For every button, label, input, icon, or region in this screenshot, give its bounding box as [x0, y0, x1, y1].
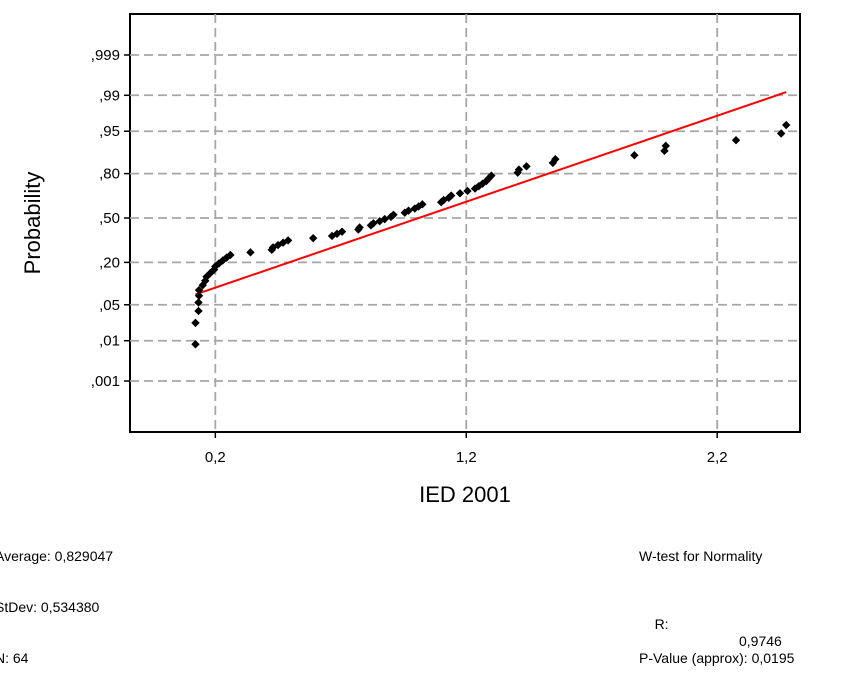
- y-tick-label: ,50: [99, 210, 120, 227]
- data-point: [446, 191, 456, 200]
- data-point: [191, 318, 200, 328]
- x-tick-label: 1,2: [456, 449, 477, 466]
- data-point: [191, 340, 200, 349]
- normal-probability-plot: 0,2 1,2 2,2 ,001,01,05,20,50,80,95,99,999 …: [20, 13, 801, 507]
- data-point: [283, 236, 293, 245]
- data-point: [194, 291, 204, 300]
- data-point: [551, 155, 560, 164]
- r-value: 0,9746: [739, 633, 782, 649]
- y-tick-label: ,05: [99, 297, 120, 314]
- data-point: [455, 189, 465, 198]
- p-value: P-Value (approx): 0,0195: [639, 650, 795, 666]
- data-point: [246, 248, 255, 257]
- grid-lines: [124, 14, 800, 438]
- y-axis-title: Probability: [20, 172, 45, 275]
- data-point: [731, 136, 741, 145]
- data-point: [226, 250, 235, 260]
- wtest-title: W-test for Normality: [639, 548, 763, 564]
- r-label: R:: [654, 616, 669, 632]
- data-point: [776, 129, 786, 138]
- data-point: [355, 223, 364, 232]
- y-tick-label: ,95: [99, 123, 120, 140]
- x-tick-label: 2,2: [707, 449, 728, 466]
- summary-stats: Average: 0,829047 StDev: 0,534380 N: 64: [0, 514, 113, 684]
- data-point: [781, 120, 791, 130]
- y-tick-label: ,001: [91, 373, 120, 390]
- y-tick-labels: ,001 ,01 ,05 ,20 ,50 ,80 ,95 ,99 ,999: [91, 47, 120, 390]
- data-point: [487, 171, 496, 180]
- fit-line-layer: [195, 91, 787, 296]
- stat-average: Average: 0,829047: [0, 548, 114, 564]
- y-tick-label: ,20: [99, 254, 120, 271]
- data-point: [514, 165, 524, 174]
- data-point: [630, 151, 639, 160]
- plot-frame: [129, 13, 801, 433]
- fit-line: [195, 91, 787, 296]
- y-tick-label: ,80: [99, 166, 120, 183]
- data-point: [194, 298, 203, 307]
- data-point: [214, 259, 224, 268]
- y-tick-label: ,999: [91, 47, 120, 64]
- data-point: [400, 208, 409, 217]
- x-tick-label: 0,2: [205, 449, 226, 466]
- data-point: [380, 214, 389, 224]
- data-point: [463, 186, 472, 196]
- normality-test: W-test for Normality R: 0,9746 P-Value (…: [639, 514, 794, 684]
- y-tick-label: ,01: [99, 333, 120, 350]
- stat-stdev: StDev: 0,534380: [0, 599, 100, 615]
- data-point: [337, 227, 347, 236]
- data-point: [661, 141, 670, 151]
- data-point: [194, 306, 203, 316]
- data-point: [308, 233, 318, 243]
- data-point: [194, 285, 204, 295]
- y-tick-label: ,99: [99, 87, 120, 104]
- data-point: [418, 200, 427, 209]
- data-point: [369, 219, 378, 228]
- data-point: [206, 268, 215, 278]
- data-points: [191, 120, 791, 349]
- stat-n: N: 64: [0, 650, 29, 666]
- x-axis-title: IED 2001: [419, 482, 511, 507]
- data-point: [513, 168, 522, 177]
- data-point: [522, 162, 531, 171]
- data-point: [273, 240, 283, 250]
- x-tick-labels: 0,2 1,2 2,2: [205, 449, 728, 466]
- data-point: [389, 210, 398, 219]
- data-point: [548, 158, 558, 168]
